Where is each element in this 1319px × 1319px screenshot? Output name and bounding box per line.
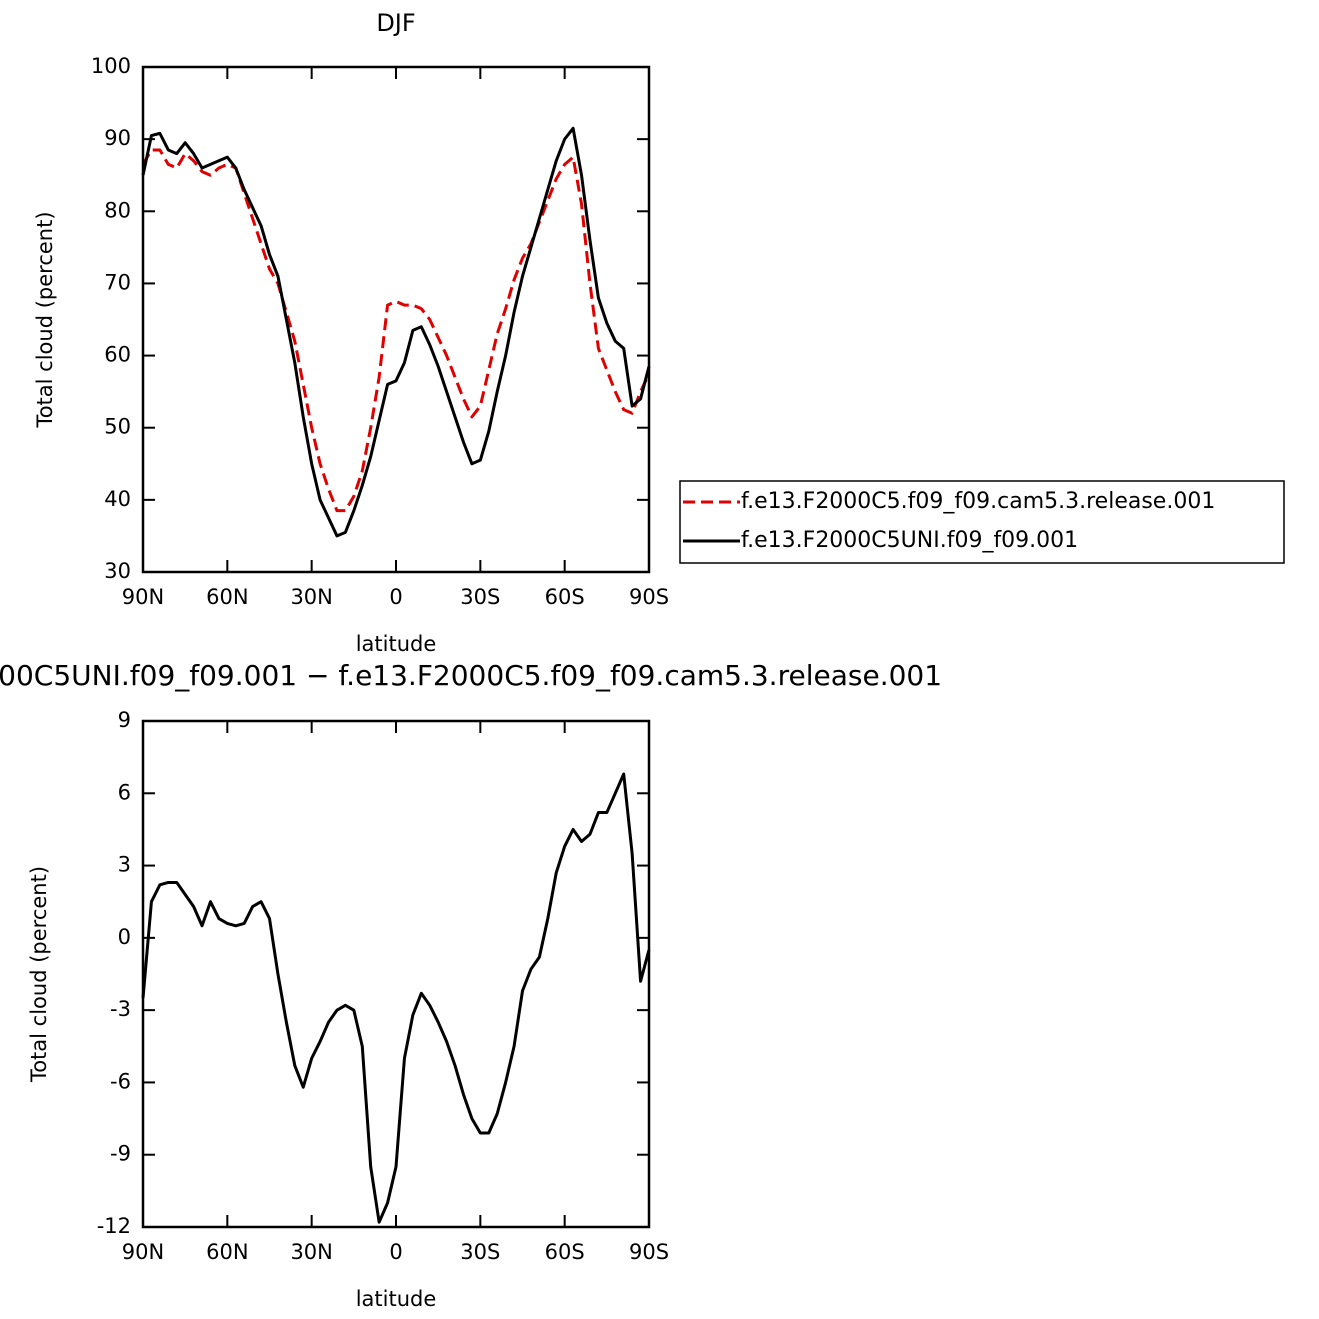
series-line	[141, 126, 651, 538]
y-tick-label: -12	[97, 1214, 131, 1238]
legend-box	[679, 480, 1285, 564]
y-tick-label: 6	[118, 780, 131, 804]
x-axis-label: latitude	[356, 1287, 437, 1311]
x-tick-label: 30N	[290, 1240, 332, 1264]
x-tick-label: 60S	[545, 585, 585, 609]
x-axis-label: latitude	[356, 632, 437, 656]
x-tick-label: 90S	[629, 1240, 669, 1264]
x-tick-label: 90N	[122, 1240, 164, 1264]
chart-title: DJF	[376, 9, 415, 37]
y-tick-label: 90	[104, 126, 131, 150]
x-tick-label: 60S	[545, 1240, 585, 1264]
x-tick-label: 0	[389, 585, 402, 609]
y-tick-label: 50	[104, 415, 131, 439]
y-tick-label: 40	[104, 487, 131, 511]
y-axis-label: Total cloud (percent)	[27, 866, 51, 1083]
y-tick-label: 30	[104, 559, 131, 583]
y-axis-label: Total cloud (percent)	[33, 211, 57, 428]
chart-title: f.e13.F2000C5UNI.f09_f09.001 − f.e13.F20…	[0, 659, 942, 692]
y-tick-label: 70	[104, 270, 131, 294]
y-tick-label: -3	[110, 997, 131, 1021]
y-tick-label: 60	[104, 343, 131, 367]
x-tick-label: 0	[389, 1240, 402, 1264]
series-line	[141, 772, 651, 1224]
x-tick-label: 30N	[290, 585, 332, 609]
x-tick-label: 60N	[206, 585, 248, 609]
y-tick-label: 0	[118, 925, 131, 949]
y-tick-label: -6	[110, 1069, 131, 1093]
y-tick-label: 3	[118, 853, 131, 877]
y-tick-label: 100	[91, 54, 131, 78]
legend-label: f.e13.F2000C5UNI.f09_f09.001	[741, 528, 1078, 553]
series-line	[141, 148, 651, 513]
y-tick-label: -9	[110, 1142, 131, 1166]
y-tick-label: 9	[118, 708, 131, 732]
legend-label: f.e13.F2000C5.f09_f09.cam5.3.release.001	[741, 489, 1215, 514]
x-tick-label: 60N	[206, 1240, 248, 1264]
y-tick-label: 80	[104, 198, 131, 222]
x-tick-label: 90S	[629, 585, 669, 609]
plot-frame	[141, 65, 651, 574]
x-tick-label: 30S	[460, 585, 500, 609]
plot-frame	[141, 719, 651, 1229]
x-tick-label: 90N	[122, 585, 164, 609]
x-tick-label: 30S	[460, 1240, 500, 1264]
